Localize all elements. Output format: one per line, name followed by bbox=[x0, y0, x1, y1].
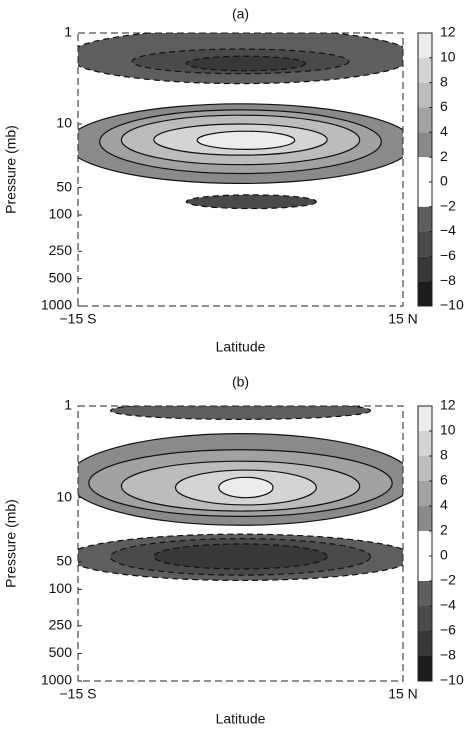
colorbar-tick-label: −10 bbox=[440, 297, 464, 313]
contour-region bbox=[218, 476, 274, 499]
colorbar-tick-label: 6 bbox=[440, 472, 448, 488]
colorbar-tick-label: 10 bbox=[440, 422, 456, 438]
colorbar-band bbox=[418, 281, 432, 306]
contour-region bbox=[185, 194, 317, 210]
colorbar-band bbox=[418, 33, 432, 58]
colorbar-tick-label: −2 bbox=[440, 572, 456, 588]
colorbar-tick-label: 0 bbox=[440, 547, 448, 563]
y-tick-label: 100 bbox=[49, 206, 73, 222]
y-axis-label: Pressure (mb) bbox=[3, 499, 19, 588]
colorbar-frame bbox=[417, 32, 433, 307]
colorbar-tick-label: 0 bbox=[440, 173, 448, 189]
colorbar-band bbox=[418, 57, 432, 83]
colorbar-tick-label: 8 bbox=[440, 73, 448, 89]
colorbar-tick-label: 2 bbox=[440, 148, 448, 164]
colorbar-tick-label: 6 bbox=[440, 98, 448, 114]
colorbar-band bbox=[418, 231, 432, 257]
colorbar-band bbox=[418, 132, 432, 158]
colorbar-tick-label: 4 bbox=[440, 497, 448, 513]
colorbar-tick-label: 8 bbox=[440, 447, 448, 463]
colorbar-band bbox=[418, 82, 432, 108]
regions bbox=[78, 406, 403, 582]
colorbar-band bbox=[418, 256, 432, 282]
colorbar-band bbox=[418, 531, 432, 581]
x-axis-label: Latitude bbox=[216, 711, 266, 727]
colorbar-band bbox=[418, 157, 432, 207]
y-tick-label: 10 bbox=[56, 115, 72, 131]
y-tick-label: 1000 bbox=[41, 297, 72, 313]
colorbar-tick-label: 2 bbox=[440, 522, 448, 538]
y-tick-label: 1000 bbox=[41, 672, 72, 688]
colorbar-band bbox=[418, 107, 432, 133]
colorbar-tick-label: 4 bbox=[440, 123, 448, 139]
y-tick-label: 100 bbox=[49, 580, 73, 596]
contour-region bbox=[109, 406, 372, 420]
colorbar-tick-label: −8 bbox=[440, 647, 456, 663]
y-tick-label: 50 bbox=[56, 178, 72, 194]
colorbar-band bbox=[418, 481, 432, 506]
x-tick-label: 15 N bbox=[388, 686, 418, 702]
colorbar-tick-label: −8 bbox=[440, 272, 456, 288]
colorbar-band bbox=[418, 206, 432, 232]
plot-frame bbox=[77, 405, 404, 682]
colorbar-frame bbox=[417, 405, 433, 682]
contour-region bbox=[196, 130, 296, 150]
colorbar-tick-label: 12 bbox=[440, 397, 456, 413]
colorbar-band bbox=[418, 456, 432, 481]
y-tick-label: 1 bbox=[64, 24, 72, 40]
colorbar-tick-label: −10 bbox=[440, 672, 464, 688]
y-tick-label: 10 bbox=[56, 488, 72, 504]
colorbar-band bbox=[418, 406, 432, 431]
y-tick-label: 1 bbox=[64, 397, 72, 413]
colorbar-band bbox=[418, 656, 432, 681]
y-tick-label: 250 bbox=[49, 242, 73, 258]
y-tick-label: 500 bbox=[49, 269, 73, 285]
colorbar-tick-label: −4 bbox=[440, 222, 456, 238]
colorbar-tick-label: −6 bbox=[440, 247, 456, 263]
colorbar-band bbox=[418, 581, 432, 606]
colorbar-tick-label: 10 bbox=[440, 49, 456, 65]
colorbar-tick-label: −6 bbox=[440, 622, 456, 638]
contour-region bbox=[153, 543, 328, 570]
panel-title: (a) bbox=[232, 6, 249, 22]
y-axis-label: Pressure (mb) bbox=[3, 125, 19, 214]
plot-frame bbox=[77, 32, 404, 307]
regions bbox=[78, 33, 403, 210]
y-tick-label: 50 bbox=[56, 552, 72, 568]
colorbar-band bbox=[418, 606, 432, 631]
x-tick-label: −15 S bbox=[60, 311, 97, 327]
colorbar-band bbox=[418, 506, 432, 531]
colorbar-band bbox=[418, 631, 432, 656]
x-tick-label: −15 S bbox=[60, 686, 97, 702]
colorbar-tick-label: −4 bbox=[440, 597, 456, 613]
colorbar-tick-label: −2 bbox=[440, 197, 456, 213]
contour-region bbox=[185, 55, 307, 72]
colorbar-tick-label: 12 bbox=[440, 24, 456, 40]
x-axis-label: Latitude bbox=[216, 339, 266, 355]
y-tick-label: 250 bbox=[49, 617, 73, 633]
y-tick-label: 500 bbox=[49, 644, 73, 660]
panel-title: (b) bbox=[232, 374, 249, 390]
colorbar-band bbox=[418, 431, 432, 456]
x-tick-label: 15 N bbox=[388, 311, 418, 327]
